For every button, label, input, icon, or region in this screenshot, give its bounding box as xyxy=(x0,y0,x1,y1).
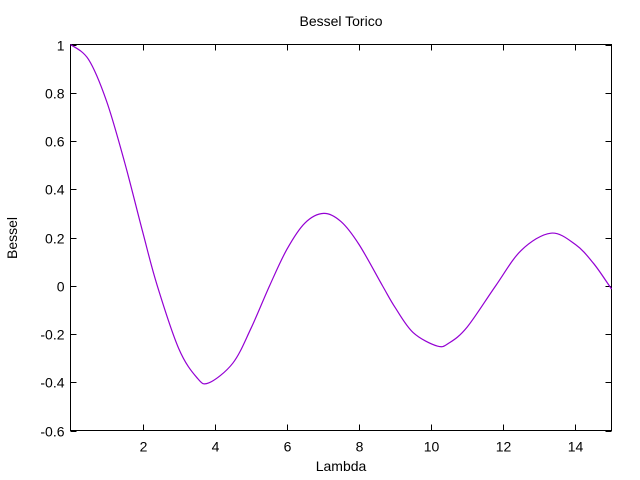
x-tick-label: 6 xyxy=(284,439,292,455)
x-tick-label: 8 xyxy=(356,439,364,455)
x-tick-label: 12 xyxy=(496,439,512,455)
axis-tick-labels: 2 4 6 8 10 12 14 -0.6 -0.4 -0.2 0 0.2 0.4 0.6 0.8 1 xyxy=(40,38,583,455)
y-tick-label: -0.6 xyxy=(40,424,64,440)
y-tick-label: 0.4 xyxy=(45,182,65,198)
plot-frame xyxy=(70,44,612,431)
x-axis-label: Lambda xyxy=(316,458,367,474)
y-tick-label: 0.6 xyxy=(45,134,65,150)
y-tick-label: 0.8 xyxy=(45,86,65,102)
x-tick-label: 14 xyxy=(568,439,584,455)
x-tick-label: 2 xyxy=(140,439,148,455)
y-tick-label: 1 xyxy=(57,38,65,54)
x-tick-label: 10 xyxy=(424,439,440,455)
axis-ticks xyxy=(70,44,612,432)
y-tick-label: -0.4 xyxy=(40,375,64,391)
y-axis-label: Bessel xyxy=(4,217,20,259)
series-line-bessel xyxy=(70,44,613,385)
chart-title: Bessel Torico xyxy=(299,13,382,29)
y-tick-label: 0 xyxy=(57,279,65,295)
y-tick-label: -0.2 xyxy=(40,327,64,343)
x-tick-label: 4 xyxy=(212,439,220,455)
y-tick-label: 0.2 xyxy=(45,231,65,247)
